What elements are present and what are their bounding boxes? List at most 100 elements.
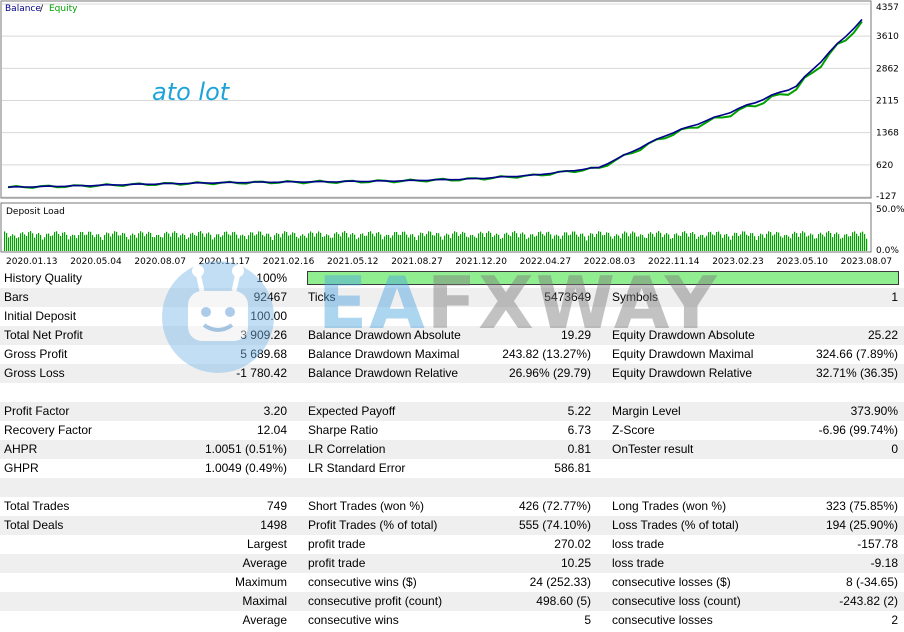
load-bar [356,239,358,251]
load-bar [92,234,94,251]
load-bar [672,237,674,251]
load-bar [612,238,614,251]
load-bar [706,235,708,251]
metric-value: 25.22 [867,328,898,342]
load-bar [160,236,162,251]
load-bar [332,237,334,251]
x-axis-dates: 2020.01.13 2020.05.04 2020.08.07 2020.11.17… [6,257,892,267]
load-bar [200,231,202,251]
load-bar [630,233,632,251]
load-bar [446,233,448,251]
load-bar [554,235,556,251]
load-bar [16,238,18,251]
load-bar [248,235,250,251]
load-bar [96,234,98,251]
load-bar [484,237,486,251]
load-bar [462,231,464,251]
load-bar [258,231,260,251]
report-row: Largest profit trade 270.02 loss trade -157.… [0,535,904,554]
metric-label: Equity Drawdown Absolute [612,328,755,342]
load-bar [808,235,810,251]
load-bar [534,236,536,251]
chart-annotation: ato lot [152,78,230,106]
load-bar [380,234,382,251]
load-bar [594,236,596,251]
load-bar [240,235,242,251]
load-bar [686,233,688,251]
metric-value: 1 [891,290,898,304]
load-bar [466,236,468,251]
load-bar [18,237,20,251]
metric-label: Gross Profit [4,347,68,361]
load-bar [214,237,216,251]
load-bar [290,234,292,251]
load-bar [360,234,362,251]
load-bar [400,234,402,251]
metric-value: -243.82 (2) [839,594,898,608]
report-row: Profit Factor 3.20 Expected Payoff 5.22 Marg… [0,402,904,421]
load-bar [780,236,782,251]
load-bar [124,233,126,251]
load-bar [76,238,78,251]
load-bar [330,237,332,251]
load-bar [678,235,680,251]
load-bar [660,232,662,251]
load-bar [50,236,52,251]
load-bar [544,235,546,251]
load-bar [596,233,598,251]
load-bar [106,232,108,251]
load-bar [42,239,44,251]
load-bar [642,235,644,251]
load-bar [598,231,600,251]
metric-label: Gross Loss [4,366,65,380]
load-bar [726,234,728,251]
load-bar [80,231,82,251]
metric-label: Balance Drawdown Relative [308,366,459,380]
load-bar [814,238,816,251]
load-bar [804,232,806,251]
load-bar [246,239,248,251]
load-bar [778,232,780,251]
y-tick-label: 2115 [876,97,899,107]
metric-value: 1.0051 (0.51%) [204,442,287,456]
load-bar [680,236,682,251]
load-bar [556,234,558,251]
load-bar [692,231,694,251]
load-bar [350,234,352,251]
load-bar [782,237,784,251]
load-bar [28,232,30,251]
load-bar [48,233,50,251]
metric-value: 426 (72.77%) [518,499,591,513]
metric-label: Z-Score [612,423,655,437]
load-bar [388,235,390,251]
load-bar [130,235,132,251]
load-bar [720,234,722,251]
load-bar [384,236,386,251]
load-bar [584,236,586,251]
load-bar [314,236,316,251]
chart-grid [2,3,870,198]
metric-value: 323 (75.85%) [825,499,898,513]
load-bar [338,234,340,251]
load-bar [850,236,852,251]
load-bar [44,237,46,251]
load-bar [334,233,336,251]
load-bar [688,236,690,251]
load-bar [234,231,236,251]
load-bar [824,236,826,251]
balance-equity-chart: 4357 3610 2862 2115 1368 620 -127 Balance / Eq… [0,0,904,200]
load-bar [304,235,306,251]
load-bar [274,235,276,251]
load-bar [336,232,338,251]
load-bar [420,232,422,251]
metric-value: 26.96% (29.79) [508,366,591,380]
metric-label: consecutive losses [612,613,713,627]
load-bar [170,236,172,251]
load-bar [218,234,220,251]
report-row: Average consecutive wins 5 consecutive loss… [0,611,904,630]
load-bar [14,235,16,251]
load-bar [748,235,750,251]
load-bar [196,235,198,251]
load-bar [764,237,766,251]
load-bar [298,238,300,251]
